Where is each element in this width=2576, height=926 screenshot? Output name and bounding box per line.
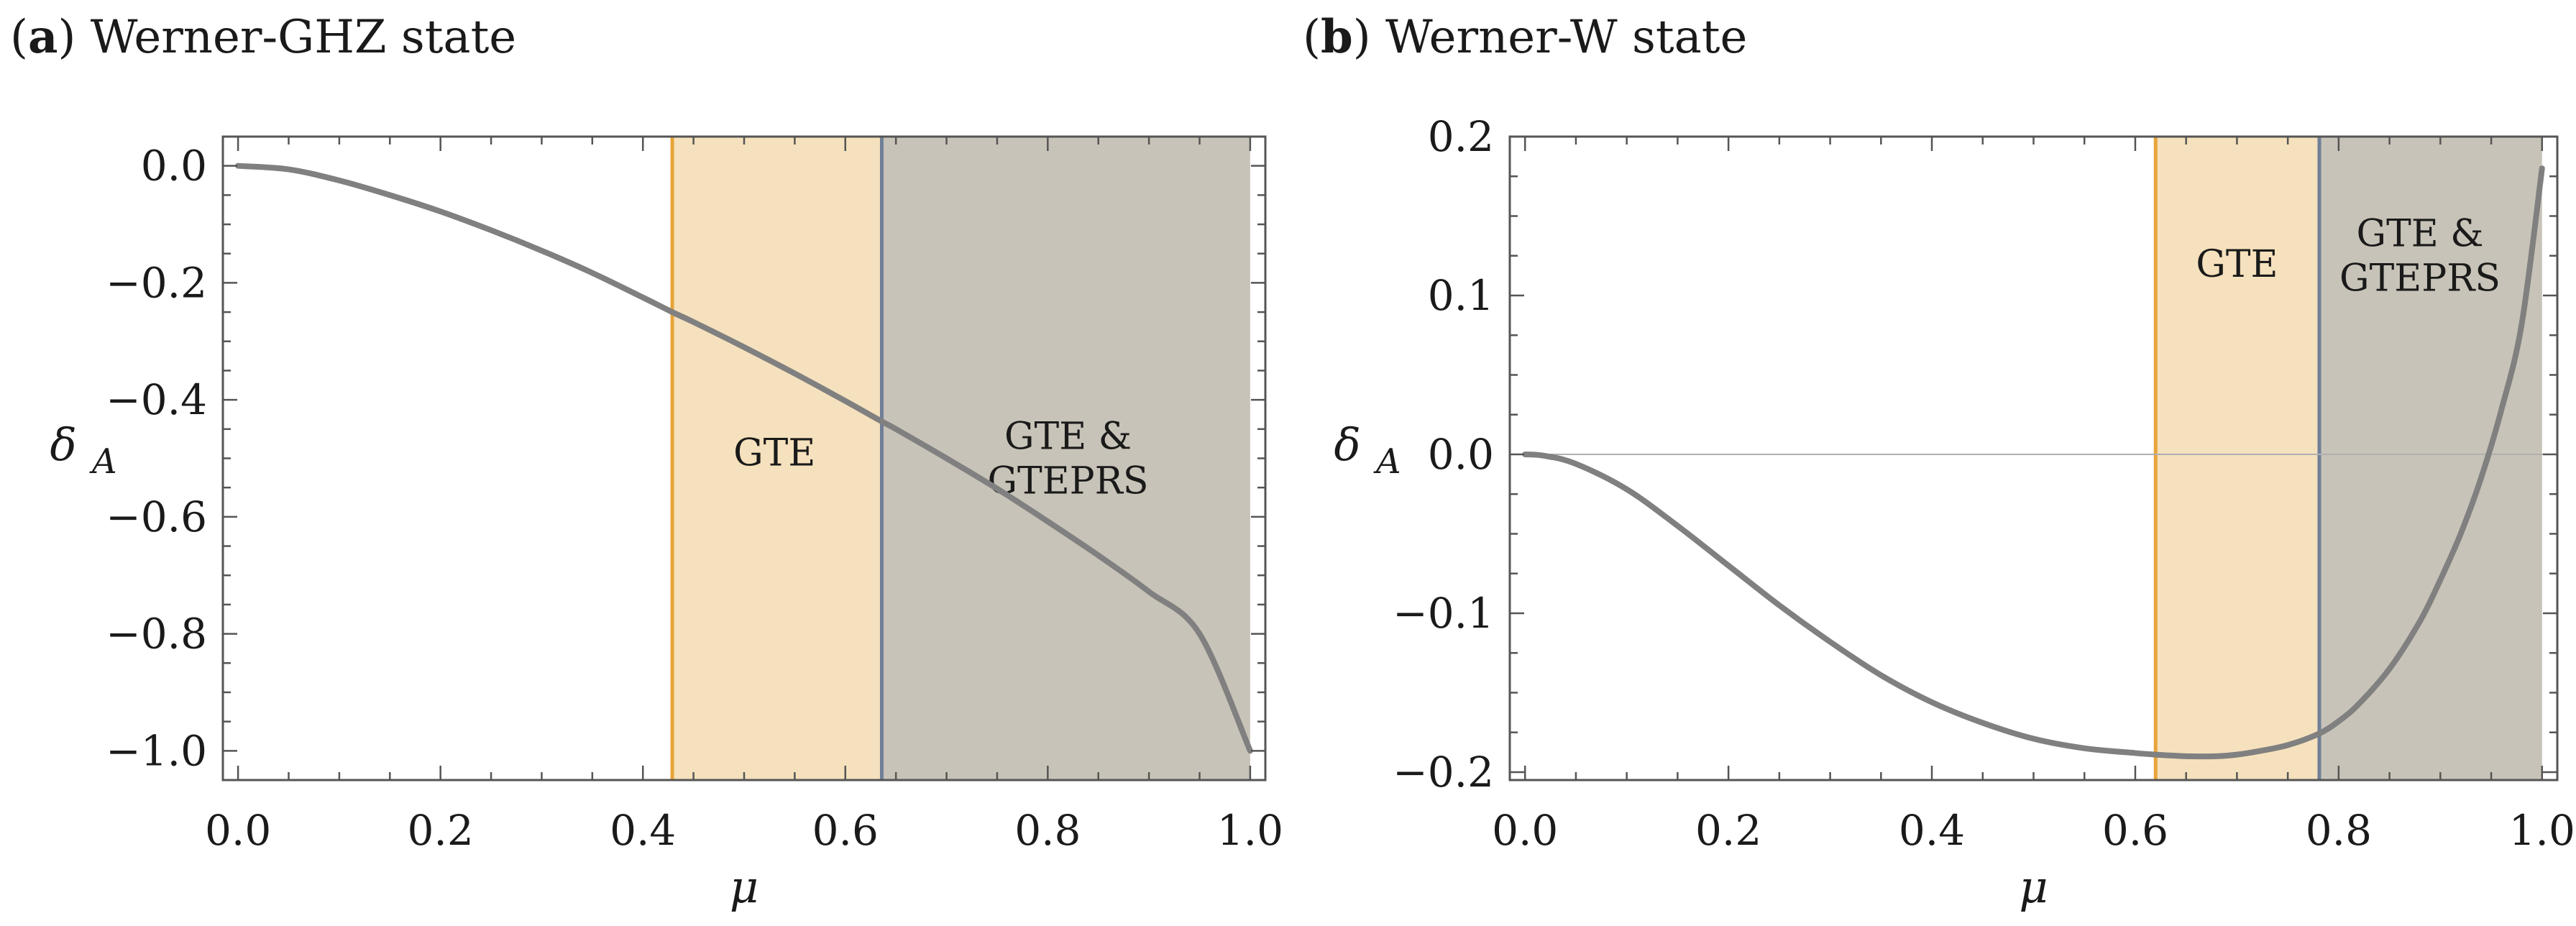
pa-x-tick-label: 0.2 [408,806,474,855]
pa-region-0 [672,137,882,780]
panel-title-text-a: Werner-GHZ state [90,11,517,64]
pa-region-label-1-1: GTEPRS [988,460,1149,503]
pb-y-axis-label: δ [1334,418,1360,471]
pb-region-label-1-0: GTE & [2357,213,2484,256]
pb-x-axis-label: μ [2019,861,2048,913]
pa-y-tick-label: −0.2 [106,258,207,307]
pa-region-1 [881,137,1250,780]
pb-region-1 [2319,137,2542,780]
pa-x-tick-label: 1.0 [1217,806,1283,855]
pa-y-tick-label: −0.4 [106,375,207,424]
pb-region-label-0-0: GTE [2196,243,2278,286]
panel-b: (b) Werner-W state GTE GTE & GTEPRS 0.0 0.2 0… [1287,0,2576,926]
chart-a: GTE GTE &GTEPRS 0.0 0.2 0.4 0.6 0.8 1.0 0.0 −0.2 −… [50,135,1283,913]
pa-y-axis-label-sub: A [89,441,117,482]
pb-y-tick-label: 0.2 [1428,112,1494,161]
pb-x-tick-label: 0.0 [1492,806,1558,855]
pb-x-tick-label: 0.8 [2306,806,2372,855]
pa-y-tick-label: −0.8 [106,610,207,659]
pb-x-tick-label: 1.0 [2509,806,2575,855]
pa-region-label-1-0: GTE & [1004,416,1132,459]
panel-letter-b: b [1320,10,1353,64]
pa-y-tick-label: −1.0 [106,726,207,775]
pa-x-tick-label: 0.0 [205,806,271,855]
panel-a: (a) Werner-GHZ state GTE GTE & GTEPRS 0.0 0.… [0,0,1287,926]
panel-letter-a: a [27,10,58,64]
pa-y-tick-label: −0.6 [106,492,207,541]
pa-region-label-0-0: GTE [733,431,815,475]
pb-y-tick-label: 0.1 [1428,271,1494,320]
pb-region-label-1-1: GTEPRS [2339,257,2501,301]
pa-x-axis-label: μ [730,861,758,913]
panel-title-text-b: Werner-W state [1385,11,1748,64]
pb-y-axis-label-sub: A [1373,441,1401,482]
pb-x-tick-label: 0.2 [1695,806,1761,855]
pa-y-axis-label: δ [50,418,76,471]
pb-y-tick-label: −0.1 [1393,589,1494,638]
pa-x-tick-label: 0.6 [812,806,879,855]
pa-x-tick-label: 0.8 [1014,806,1081,855]
pb-series-line-0 [1522,165,2545,760]
panel-title-a: (a) Werner-GHZ state [10,10,517,64]
pb-y-tick-label: −0.2 [1393,748,1494,797]
panel-title-b: (b) Werner-W state [1303,10,1748,64]
chart-b: GTE GTE &GTEPRS 0.0 0.2 0.4 0.6 0.8 1.0 0.2 0.1 0.… [1334,112,2575,913]
pa-series-line-0 [235,162,1253,754]
pb-y-tick-label: 0.0 [1428,430,1494,479]
pa-y-tick-label: 0.0 [141,142,207,191]
pb-region-0 [2155,137,2319,780]
pa-x-tick-label: 0.4 [610,806,676,855]
pb-x-tick-label: 0.6 [2102,806,2168,855]
pb-x-tick-label: 0.4 [1899,806,1965,855]
